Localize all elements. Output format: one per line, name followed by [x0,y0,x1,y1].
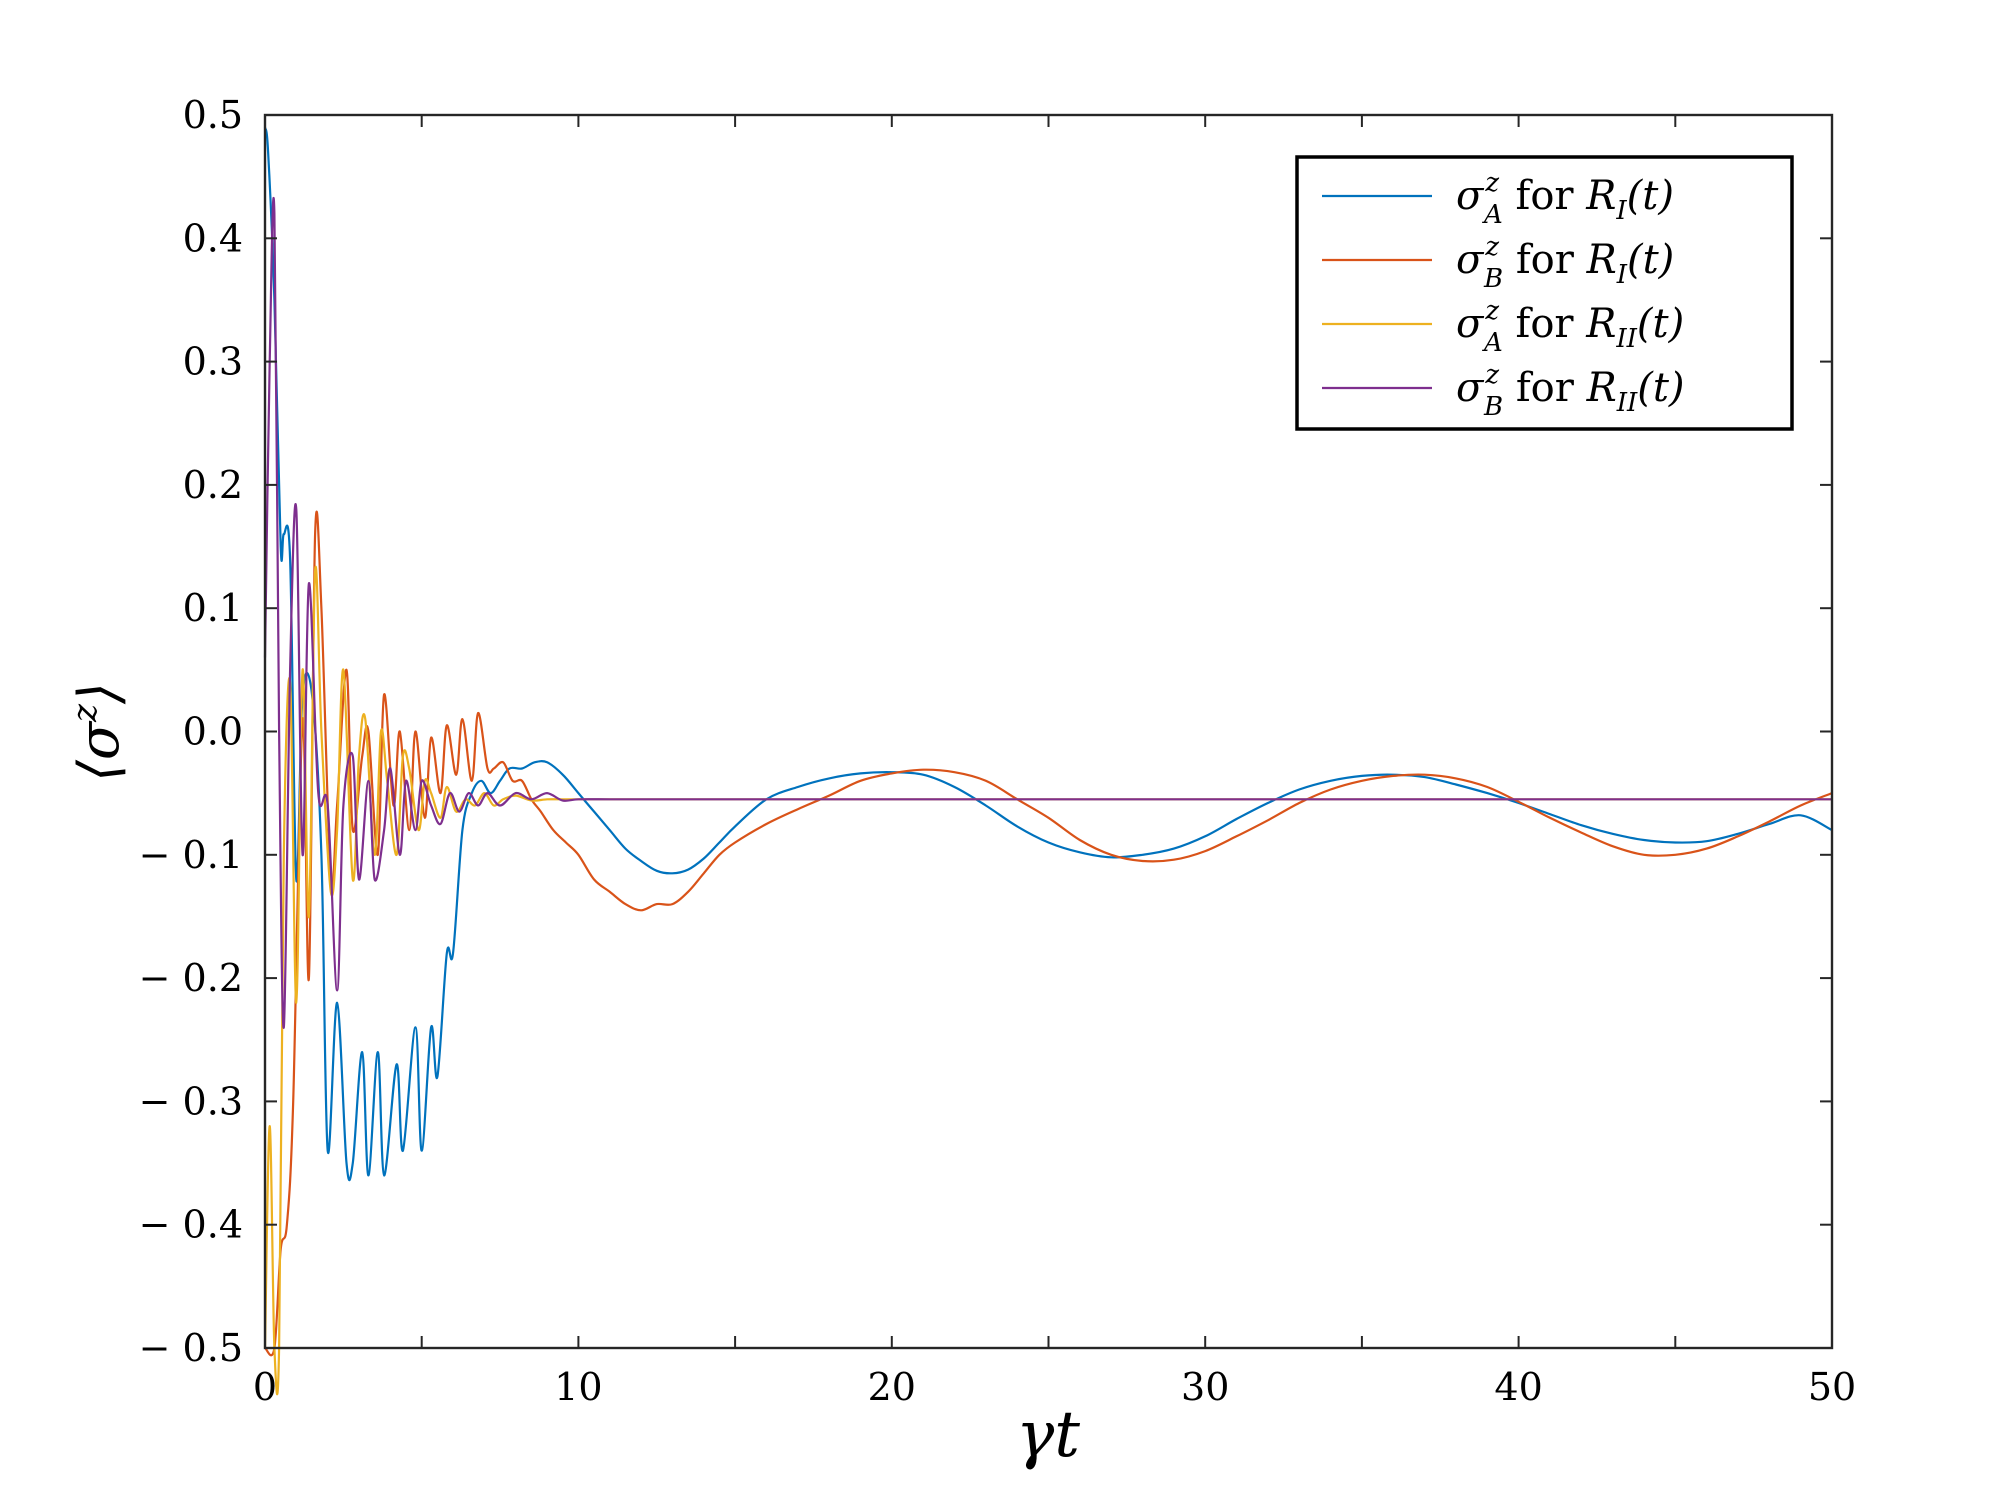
y-tick-label: 0.4 [183,216,243,260]
y-tick-label: 0.3 [183,340,243,384]
series-line-1 [263,127,1833,1182]
legend-label: σz B for RII(t) [1456,360,1685,422]
y-tick-label: − 0.1 [139,833,243,877]
legend-box [1295,155,1794,431]
legend-label: σz A for RII(t) [1456,296,1684,358]
y-tick-label: − 0.4 [139,1203,243,1247]
y-tick-label: 0.5 [183,93,243,137]
tick-layer: 0 10 20 30 40 50 0.5 0.4 0.3 0.2 0.1 0.0 − 0.1 − 0.2 −… [139,93,1857,1409]
x-tick-label: 20 [868,1365,916,1409]
series-line-4 [263,196,1832,1029]
series-line-2 [263,510,1833,1357]
series-layer [263,127,1833,1396]
legend-label: σz B for RI(t) [1456,232,1674,294]
series-line-3 [263,566,1832,1396]
x-tick-label: 10 [554,1365,602,1409]
y-tick-label: − 0.2 [139,956,243,1000]
y-tick-label: 0.2 [183,463,243,507]
x-axis-label: γt [1016,1398,1080,1472]
x-tick-label: 50 [1808,1365,1856,1409]
x-tick-label: 30 [1181,1365,1229,1409]
y-tick-label: 0.1 [183,586,243,630]
x-tick-label: 0 [253,1365,277,1409]
y-axis-label: ⟨σz⟩ [65,682,132,782]
legend-label: σz A for RI(t) [1456,168,1674,230]
x-tick-label: 40 [1494,1365,1542,1409]
y-tick-label: 0.0 [183,710,243,754]
y-tick-label: − 0.5 [139,1326,243,1370]
legend: σz A for RI(t)σz B for RI(t)σz A for RII(t)… [1295,155,1794,431]
y-tick-label: − 0.3 [139,1079,243,1123]
